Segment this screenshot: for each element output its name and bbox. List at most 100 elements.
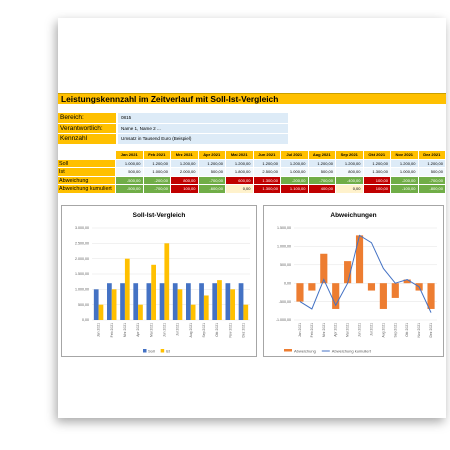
table-cell: -200,00 xyxy=(391,176,419,186)
table-cell: 800,00 xyxy=(336,168,364,177)
info-label: Verantwortlich: xyxy=(58,123,116,134)
column-header: Jan 2021 xyxy=(116,151,144,160)
bar xyxy=(190,304,196,320)
document-page: Leistungskennzahl im Zeitverlauf mit Sol… xyxy=(58,18,446,418)
bar xyxy=(212,283,218,320)
bar xyxy=(159,283,165,320)
x-tick-label: Dez 2021 xyxy=(241,323,245,338)
chart-title: Abweichungen xyxy=(330,212,376,219)
table-cell: 1.200,00 xyxy=(308,159,336,169)
bar xyxy=(427,283,435,309)
bar xyxy=(138,304,143,320)
table-cell: 1.100,00 xyxy=(281,185,309,194)
table-cell: -500,00 xyxy=(116,176,144,186)
legend-label: Abweichung kumuliert xyxy=(332,348,372,353)
y-tick-label: 500,00 xyxy=(280,263,291,267)
table-cell: 1.000,00 xyxy=(391,168,419,177)
x-tick-label: Mrz 2021 xyxy=(322,323,326,337)
bar xyxy=(217,280,222,320)
table-cell: 400,00 xyxy=(308,185,336,194)
x-tick-label: Mrz 2021 xyxy=(123,323,127,337)
x-tick-label: Jul 2021 xyxy=(176,323,180,336)
line-series xyxy=(299,234,432,313)
bar xyxy=(391,283,399,298)
bar xyxy=(355,235,364,284)
table-cell: -700,00 xyxy=(143,185,171,194)
chart-frame: Abweichungen -1.000,00 -500,00 0,00 500,00 1.… xyxy=(263,205,444,357)
table-cell: 1.200,00 xyxy=(171,159,199,169)
legend-swatch xyxy=(143,349,147,353)
column-header: Feb 2021 xyxy=(143,151,171,160)
chart: Soll-Ist-Vergleich 0,00 500,00 1.000,00 1.50… xyxy=(75,212,250,353)
x-tick-label: Mai 2021 xyxy=(149,323,153,337)
column-header: Jul 2021 xyxy=(281,151,309,160)
table-cell: 0,00 xyxy=(336,185,364,194)
info-label: Bereich: xyxy=(58,113,116,124)
table-cell: 1.800,00 xyxy=(226,168,254,177)
table-cell: 2.500,00 xyxy=(253,168,281,177)
bar xyxy=(124,258,130,320)
column-header: Mrz 2021 xyxy=(171,151,199,160)
bar xyxy=(367,283,376,291)
table-cell: 500,00 xyxy=(418,168,446,177)
table-cell: 0,00 xyxy=(226,185,254,194)
y-tick-label: 3.000,00 xyxy=(75,226,89,230)
table-cell: -700,00 xyxy=(198,176,226,186)
chart-frame: Soll-Ist-Vergleich 0,00 500,00 1.000,00 1.50… xyxy=(61,205,257,357)
table-cell: -200,00 xyxy=(281,176,309,186)
row-label: Ist xyxy=(58,168,116,177)
bar xyxy=(403,279,411,284)
bar xyxy=(308,283,316,291)
info-value: Umsatz in Tausend Euro (Beispiel) xyxy=(118,134,288,145)
chart-title: Soll-Ist-Vergleich xyxy=(133,212,186,219)
bar xyxy=(151,264,156,320)
table-cell: 800,00 xyxy=(171,176,199,186)
table-cell: -700,00 xyxy=(418,176,446,186)
legend-label: Abweichung xyxy=(294,348,316,353)
table-cell: 600,00 xyxy=(226,176,254,186)
x-tick-label: Nov 2021 xyxy=(417,323,421,338)
x-tick-label: Jul 2021 xyxy=(369,323,373,336)
x-tick-label: Okt 2021 xyxy=(405,323,409,337)
table-corner xyxy=(58,151,116,160)
y-tick-label: -1.000,00 xyxy=(276,318,291,322)
bar xyxy=(146,283,152,320)
bar xyxy=(172,283,178,320)
y-tick-label: 2.000,00 xyxy=(75,257,89,261)
y-tick-label: 0,00 xyxy=(82,318,89,322)
table-cell: 1.200,00 xyxy=(143,159,171,169)
column-header: Dez 2021 xyxy=(418,151,446,160)
legend-swatch xyxy=(160,349,165,353)
bar xyxy=(164,243,170,320)
row-label: Abweichung kumuliert xyxy=(58,185,116,194)
x-tick-label: Jun 2021 xyxy=(162,323,166,337)
x-tick-label: Jan 2021 xyxy=(298,323,302,337)
x-tick-label: Nov 2021 xyxy=(228,323,232,338)
y-tick-label: 1.500,00 xyxy=(75,272,89,276)
table-cell: 500,00 xyxy=(198,168,226,177)
x-tick-label: Sep 2021 xyxy=(393,323,397,338)
bar xyxy=(93,289,99,320)
y-tick-label: 0,00 xyxy=(284,281,291,285)
table-cell: 1.000,00 xyxy=(143,168,171,177)
column-header: Nov 2021 xyxy=(391,151,419,160)
y-tick-label: -500,00 xyxy=(279,300,291,304)
table-cell: -500,00 xyxy=(116,185,144,194)
bar xyxy=(203,295,209,320)
chart: Abweichungen -1.000,00 -500,00 0,00 500,00 1.… xyxy=(276,212,437,353)
legend-label: Soll xyxy=(148,348,155,353)
table-cell: -200,00 xyxy=(143,176,171,186)
y-tick-label: 500,00 xyxy=(78,303,89,307)
bar xyxy=(238,283,244,320)
table-cell: 1.300,00 xyxy=(253,185,281,194)
x-tick-label: Dez 2021 xyxy=(429,323,433,338)
x-tick-label: Aug 2021 xyxy=(381,323,385,338)
table-cell: 1.200,00 xyxy=(253,159,281,169)
table-cell: 1.300,00 xyxy=(363,168,391,177)
column-header: Sep 2021 xyxy=(336,151,364,160)
column-header: Mai 2021 xyxy=(226,151,254,160)
legend-swatch xyxy=(284,349,292,352)
x-tick-label: Sep 2021 xyxy=(202,323,206,338)
table-cell: 1.000,00 xyxy=(116,159,144,169)
bar xyxy=(344,261,352,284)
